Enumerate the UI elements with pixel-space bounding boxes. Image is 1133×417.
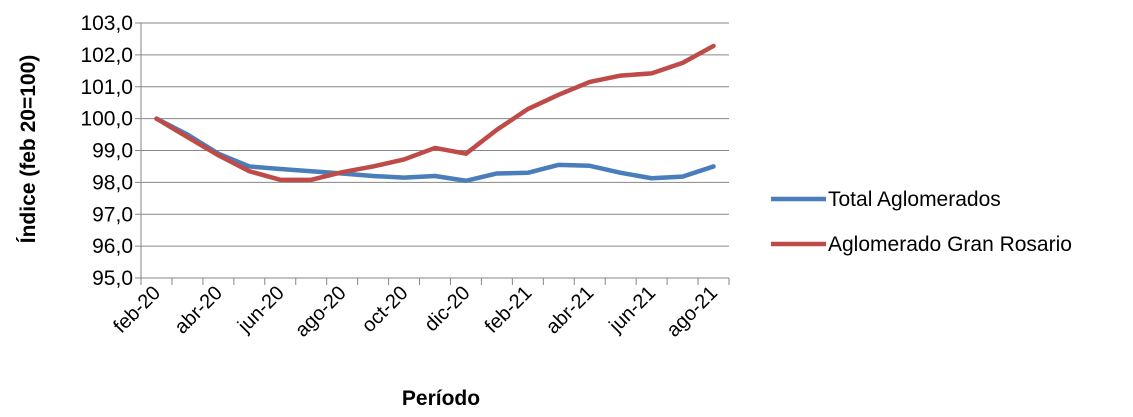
- data-point: [464, 179, 468, 183]
- data-point: [650, 71, 654, 75]
- data-point: [278, 178, 282, 182]
- series-lines: [154, 43, 716, 184]
- x-tick-label: ago-21: [662, 282, 722, 342]
- x-axis-title: Período: [402, 387, 480, 410]
- x-tick-label: abr-20: [170, 282, 226, 338]
- data-point: [464, 152, 468, 156]
- data-point: [340, 170, 344, 174]
- data-point: [619, 74, 623, 78]
- data-point: [526, 171, 530, 175]
- data-point: [495, 171, 499, 175]
- y-tick-label: 95,0: [92, 267, 133, 290]
- legend-label: Aglomerado Gran Rosario: [828, 233, 1072, 256]
- x-tick-label: feb-21: [481, 282, 537, 338]
- data-point: [402, 157, 406, 161]
- y-tick-label: 102,0: [80, 44, 133, 67]
- y-tick-label: 103,0: [80, 12, 133, 35]
- data-point: [247, 164, 251, 168]
- y-tick-label: 98,0: [92, 171, 133, 194]
- data-point: [557, 163, 561, 167]
- data-point: [526, 107, 530, 111]
- data-point: [433, 146, 437, 150]
- data-point: [278, 167, 282, 171]
- x-tick-label: dic-20: [420, 282, 474, 336]
- data-point: [588, 80, 592, 84]
- data-point: [681, 175, 685, 179]
- data-point: [309, 178, 313, 182]
- x-tick-label: abr-21: [542, 282, 598, 338]
- data-point: [681, 61, 685, 65]
- y-tick-label: 97,0: [92, 203, 133, 226]
- data-point: [216, 153, 220, 157]
- x-tick-label: jun-20: [233, 282, 289, 338]
- series-line-0: [154, 116, 716, 184]
- data-point: [557, 93, 561, 97]
- data-point: [650, 176, 654, 180]
- series-line-1: [154, 43, 716, 183]
- grid-lines: [141, 22, 729, 247]
- data-point: [712, 164, 716, 168]
- data-point: [371, 174, 375, 178]
- data-point: [402, 176, 406, 180]
- y-axis-title: Índice (feb 20=100): [17, 55, 40, 244]
- x-tick-label: feb-20: [109, 282, 165, 338]
- x-tick-label: ago-20: [291, 282, 351, 342]
- axes: [135, 22, 730, 285]
- legend-label: Total Aglomerados: [828, 188, 1001, 211]
- data-point: [619, 171, 623, 175]
- data-point: [495, 128, 499, 132]
- legend: Total Aglomerados Aglomerado Gran Rosario: [771, 188, 1072, 256]
- data-point: [247, 169, 251, 173]
- y-tick-label: 100,0: [80, 108, 133, 131]
- y-tick-label: 99,0: [92, 140, 133, 163]
- x-tick-label: oct-20: [358, 282, 413, 337]
- data-point: [433, 174, 437, 178]
- y-tick-label: 101,0: [80, 76, 133, 99]
- data-point: [185, 135, 189, 139]
- data-point: [154, 117, 158, 121]
- data-point: [712, 44, 716, 48]
- data-point: [588, 164, 592, 168]
- y-tick-label: 96,0: [92, 235, 133, 258]
- data-point: [371, 164, 375, 168]
- x-tick-label: jun-21: [605, 282, 661, 338]
- data-point: [309, 169, 313, 173]
